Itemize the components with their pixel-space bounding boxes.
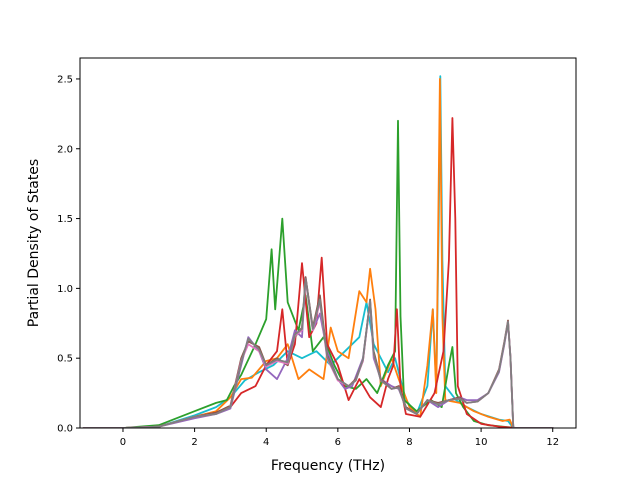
plot-frame — [79, 57, 577, 429]
x-tick-label: 8 — [406, 437, 412, 448]
x-axis: 0 2 4 6 8 10 12 — [120, 428, 559, 448]
y-axis: 0.0 0.5 1.0 1.5 2.0 2.5 — [57, 74, 80, 435]
y-axis-title: Partial Density of States — [26, 159, 42, 327]
x-tick-label: 2 — [191, 437, 197, 448]
y-tick-label: 1.0 — [57, 284, 73, 295]
x-axis-title: Frequency (THz) — [271, 458, 385, 474]
series-line-2 — [82, 78, 554, 428]
y-tick-label: 0.0 — [57, 424, 73, 435]
y-tick-label: 2.0 — [57, 144, 73, 155]
x-tick-label: 0 — [120, 437, 126, 448]
y-tick-label: 0.5 — [57, 354, 73, 365]
x-tick-label: 4 — [263, 437, 269, 448]
x-tick-label: 6 — [335, 437, 341, 448]
y-tick-label: 1.5 — [57, 214, 73, 225]
series-line-8 — [82, 277, 554, 428]
x-tick-label: 10 — [475, 437, 488, 448]
x-tick-label: 12 — [546, 437, 559, 448]
y-tick-label: 2.5 — [57, 74, 73, 85]
series-line-4 — [82, 117, 554, 428]
series-layer — [82, 75, 554, 428]
